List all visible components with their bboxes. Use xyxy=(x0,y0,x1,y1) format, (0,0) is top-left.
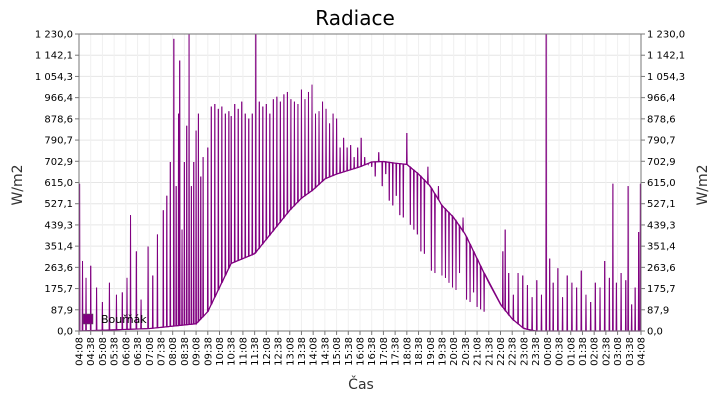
x-tick-label: 01:08 xyxy=(566,337,577,366)
x-tick-label: 03:08 xyxy=(613,337,624,366)
x-tick-label: 15:38 xyxy=(344,337,355,366)
x-tick-label: 12:08 xyxy=(262,337,273,366)
y-tick-label-left: 263,6 xyxy=(44,263,73,274)
x-tick-label: 13:08 xyxy=(285,337,296,366)
x-tick-label: 12:38 xyxy=(274,337,285,366)
y-tick-label-left: 1 230,0 xyxy=(35,30,73,41)
x-tick-label: 19:38 xyxy=(437,337,448,366)
y-tick-label-right: 1 054,3 xyxy=(647,72,685,83)
y-tick-label-right: 351,4 xyxy=(647,242,676,253)
y-tick-label-left: 351,4 xyxy=(44,242,73,253)
y-tick-label-right: 175,7 xyxy=(647,284,676,295)
x-tick-label: 18:08 xyxy=(402,337,413,366)
y-tick-label-left: 0,0 xyxy=(57,327,73,338)
y-tick-label-right: 702,9 xyxy=(647,157,676,168)
x-tick-label: 04:08 xyxy=(75,337,86,366)
x-tick-label: 06:08 xyxy=(121,337,132,366)
x-tick-label: 10:08 xyxy=(215,337,226,366)
y-tick-label-right: 1 230,0 xyxy=(647,30,685,41)
y-tick-label-left: 790,7 xyxy=(44,136,73,147)
y-tick-label-left: 527,1 xyxy=(44,199,73,210)
x-tick-label: 07:08 xyxy=(145,337,156,366)
x-tick-label: 08:08 xyxy=(168,337,179,366)
x-tick-label: 20:38 xyxy=(461,337,472,366)
x-tick-label: 02:38 xyxy=(601,337,612,366)
x-tick-label: 21:38 xyxy=(484,337,495,366)
x-tick-label: 17:08 xyxy=(379,337,390,366)
series-bouriak xyxy=(78,33,642,332)
y-tick-label-left: 439,3 xyxy=(44,220,73,231)
y-tick-label-right: 527,1 xyxy=(647,199,676,210)
x-tick-label: 15:08 xyxy=(332,337,343,366)
x-tick-label: 05:38 xyxy=(110,337,121,366)
x-tick-label: 21:08 xyxy=(473,337,484,366)
x-tick-label: 11:08 xyxy=(238,337,249,366)
y-tick-label-left: 615,0 xyxy=(44,178,73,189)
x-tick-label: 07:38 xyxy=(156,337,167,366)
x-axis-label: Čas xyxy=(348,375,374,393)
x-tick-label: 09:08 xyxy=(192,337,203,366)
axis-ticks: 0,0 0,0 87,9 87,9 175,7 175,7 263,6 263,6 351,4 3… xyxy=(35,30,685,366)
x-tick-label: 16:08 xyxy=(356,337,367,366)
y-tick-label-left: 1 054,3 xyxy=(35,72,73,83)
x-tick-label: 04:08 xyxy=(637,337,648,366)
y-axis-label-right: W/m2 xyxy=(695,164,711,205)
x-tick-label: 20:08 xyxy=(449,337,460,366)
x-tick-label: 04:38 xyxy=(86,337,97,366)
x-tick-label: 08:38 xyxy=(180,337,191,366)
grid xyxy=(78,33,642,332)
y-tick-label-left: 702,9 xyxy=(44,157,73,168)
x-tick-label: 22:08 xyxy=(496,337,507,366)
y-tick-label-right: 439,3 xyxy=(647,220,676,231)
y-tick-label-left: 966,4 xyxy=(44,93,73,104)
y-tick-label-right: 615,0 xyxy=(647,178,676,189)
x-tick-label: 18:38 xyxy=(414,337,425,366)
x-tick-label: 17:38 xyxy=(391,337,402,366)
x-tick-label: 23:38 xyxy=(531,337,542,366)
y-tick-label-right: 87,9 xyxy=(647,305,669,316)
y-tick-label-right: 0,0 xyxy=(647,327,663,338)
legend-label: Bouřňák xyxy=(101,313,147,326)
x-tick-label: 14:08 xyxy=(309,337,320,366)
x-tick-label: 03:38 xyxy=(625,337,636,366)
y-axis-label-left: W/m2 xyxy=(10,164,26,205)
x-tick-label: 06:38 xyxy=(133,337,144,366)
x-tick-label: 01:38 xyxy=(578,337,589,366)
x-tick-label: 09:38 xyxy=(203,337,214,366)
x-tick-label: 22:38 xyxy=(508,337,519,366)
x-tick-label: 14:38 xyxy=(320,337,331,366)
x-tick-label: 00:38 xyxy=(555,337,566,366)
chart-title: Radiace xyxy=(315,6,395,30)
y-tick-label-left: 1 142,1 xyxy=(35,51,73,62)
x-tick-label: 13:38 xyxy=(297,337,308,366)
y-tick-label-left: 175,7 xyxy=(44,284,73,295)
y-tick-label-right: 966,4 xyxy=(647,93,676,104)
x-tick-label: 23:08 xyxy=(519,337,530,366)
legend: Bouřňák xyxy=(82,313,147,326)
x-tick-label: 00:08 xyxy=(543,337,554,366)
x-tick-label: 02:08 xyxy=(590,337,601,366)
y-tick-label-right: 1 142,1 xyxy=(647,51,685,62)
y-tick-label-right: 790,7 xyxy=(647,136,676,147)
x-tick-label: 16:38 xyxy=(367,337,378,366)
y-tick-label-right: 263,6 xyxy=(647,263,676,274)
x-tick-label: 10:38 xyxy=(227,337,238,366)
legend-swatch xyxy=(82,313,94,325)
y-tick-label-left: 878,6 xyxy=(44,114,73,125)
x-tick-label: 19:08 xyxy=(426,337,437,366)
x-tick-label: 05:08 xyxy=(98,337,109,366)
y-tick-label-left: 87,9 xyxy=(51,305,73,316)
x-tick-label: 11:38 xyxy=(250,337,261,366)
y-tick-label-right: 878,6 xyxy=(647,114,676,125)
